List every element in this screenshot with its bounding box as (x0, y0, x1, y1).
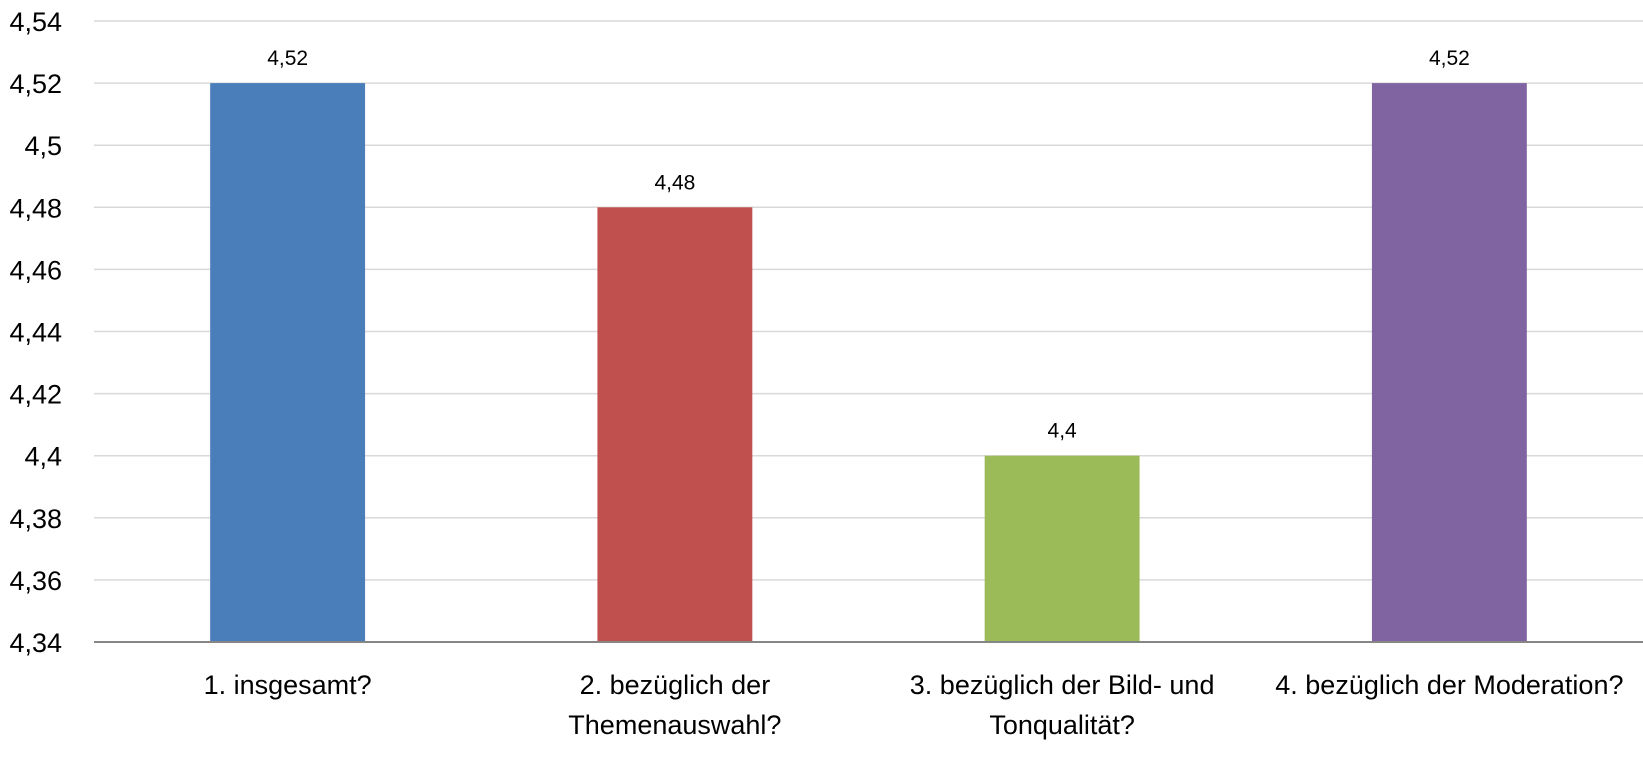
y-tick-label: 4,5 (24, 131, 62, 161)
y-tick-label: 4,46 (9, 255, 62, 285)
data-label: 4,52 (1429, 47, 1470, 70)
category-label-line: 2. bezüglich der (580, 670, 771, 700)
category-label-line: 3. bezüglich der Bild- und (910, 670, 1215, 700)
data-label: 4,48 (654, 171, 695, 194)
category-label-line: Tonqualität? (989, 710, 1135, 740)
y-axis-tick-labels: 4,34 4,36 4,38 4,4 4,42 4,44 4,46 4,48 4,5 4,52 4,… (9, 7, 62, 658)
data-label: 4,4 (1048, 420, 1078, 443)
data-labels: 4,52 4,48 4,4 4,52 (267, 47, 1470, 443)
bar (210, 83, 366, 643)
category-label-line: 1. insgesamt? (204, 670, 372, 700)
category-label: 2. bezüglich der Themenauswahl? (568, 670, 781, 740)
bar (597, 207, 753, 643)
bar (1371, 83, 1527, 643)
y-tick-label: 4,36 (9, 566, 62, 596)
bar (984, 455, 1140, 642)
category-label: 1. insgesamt? (204, 670, 372, 700)
bars (210, 83, 1527, 643)
data-label: 4,52 (267, 47, 308, 70)
y-tick-label: 4,4 (24, 442, 62, 472)
category-label: 4. bezüglich der Moderation? (1275, 670, 1623, 700)
category-label: 3. bezüglich der Bild- und Tonqualität? (910, 670, 1215, 740)
y-tick-label: 4,44 (9, 318, 62, 348)
y-tick-label: 4,38 (9, 504, 62, 534)
y-tick-label: 4,54 (9, 7, 62, 37)
y-tick-label: 4,34 (9, 628, 62, 658)
category-label-line: 4. bezüglich der Moderation? (1275, 670, 1623, 700)
y-tick-label: 4,42 (9, 380, 62, 410)
category-label-line: Themenauswahl? (568, 710, 781, 740)
y-tick-label: 4,52 (9, 69, 62, 99)
y-tick-label: 4,48 (9, 193, 62, 223)
x-axis-category-labels: 1. insgesamt? 2. bezüglich der Themenauswa… (204, 670, 1624, 740)
